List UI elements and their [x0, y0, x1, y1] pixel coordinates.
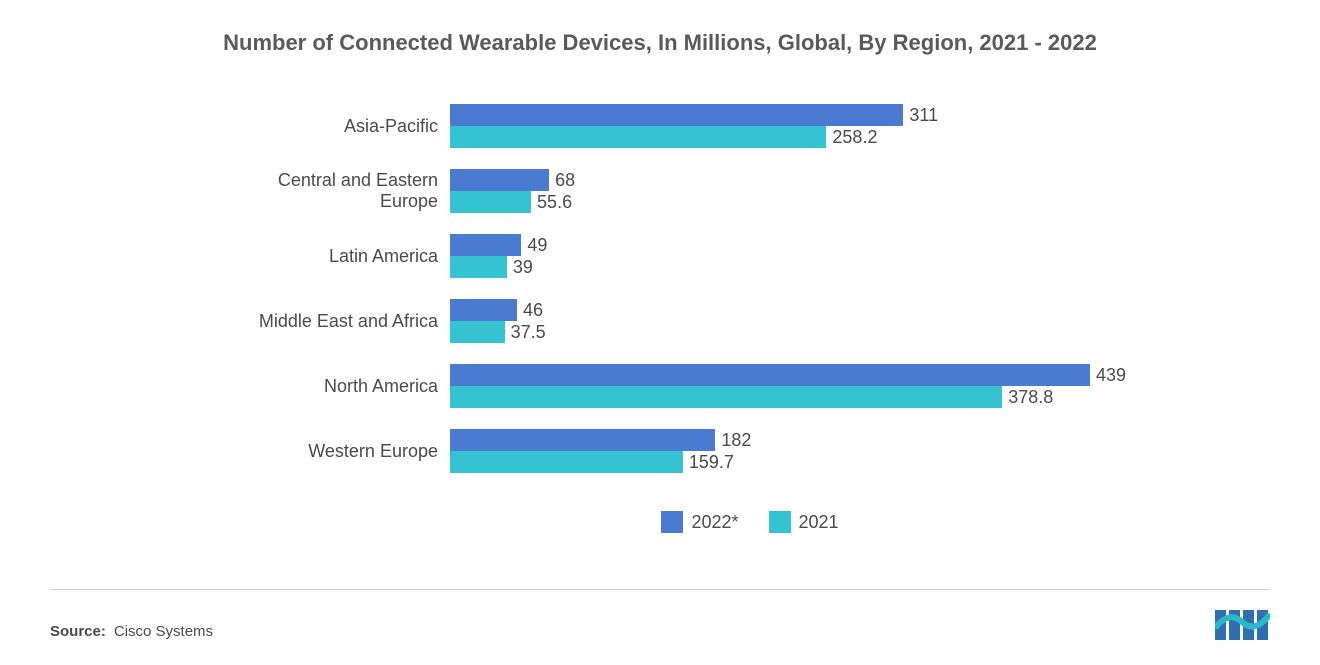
chart-plot-area: Asia-Pacific 311 258.2 Central and Eastern … — [220, 96, 1190, 496]
chart-container: Number of Connected Wearable Devices, In… — [0, 0, 1320, 665]
bar-wrap: 55.6 — [450, 191, 1190, 213]
bar — [450, 364, 1090, 386]
bar-wrap: 182 — [450, 429, 1190, 451]
bar — [450, 451, 683, 473]
bar-value-label: 159.7 — [689, 452, 734, 473]
category-label: Latin America — [220, 246, 450, 267]
category-label: Western Europe — [220, 441, 450, 462]
bar — [450, 234, 521, 256]
legend-label: 2022* — [691, 512, 738, 533]
brand-logo-icon — [1215, 604, 1270, 640]
bar-wrap: 439 — [450, 364, 1190, 386]
source-citation: Source: Cisco Systems — [50, 623, 213, 640]
chart-footer: Source: Cisco Systems — [50, 604, 1270, 640]
bar-wrap: 49 — [450, 234, 1190, 256]
bar-group: 439 378.8 — [450, 356, 1190, 416]
bar-value-label: 378.8 — [1008, 387, 1053, 408]
legend-label: 2021 — [799, 512, 839, 533]
bar-wrap: 311 — [450, 104, 1190, 126]
chart-title: Number of Connected Wearable Devices, In… — [50, 30, 1270, 56]
bar-wrap: 39 — [450, 256, 1190, 278]
source-label: Source: — [50, 623, 106, 640]
bar-wrap: 68 — [450, 169, 1190, 191]
footer-divider — [50, 589, 1270, 590]
bar-wrap: 258.2 — [450, 126, 1190, 148]
chart-row: North America 439 378.8 — [220, 356, 1190, 416]
bar-group: 4637.5 — [450, 291, 1190, 351]
bar — [450, 191, 531, 213]
bar-value-label: 49 — [527, 235, 547, 256]
bar-value-label: 439 — [1096, 365, 1126, 386]
bar-value-label: 258.2 — [832, 127, 877, 148]
bar — [450, 104, 903, 126]
chart-legend: 2022* 2021 — [230, 511, 1270, 533]
bar — [450, 169, 549, 191]
legend-item: 2021 — [769, 511, 839, 533]
bar-value-label: 55.6 — [537, 192, 572, 213]
bar-wrap: 378.8 — [450, 386, 1190, 408]
chart-row: Western Europe182159.7 — [220, 421, 1190, 481]
chart-row: Central and Eastern Europe6855.6 — [220, 161, 1190, 221]
bar-wrap: 46 — [450, 299, 1190, 321]
bar-value-label: 182 — [721, 430, 751, 451]
category-label: Central and Eastern Europe — [220, 170, 450, 212]
chart-row: Middle East and Africa4637.5 — [220, 291, 1190, 351]
bar-group: 6855.6 — [450, 161, 1190, 221]
chart-row: Latin America4939 — [220, 226, 1190, 286]
legend-swatch-icon — [661, 511, 683, 533]
bar — [450, 321, 505, 343]
legend-item: 2022* — [661, 511, 738, 533]
bar — [450, 256, 507, 278]
bar — [450, 126, 826, 148]
bar — [450, 429, 715, 451]
category-label: Middle East and Africa — [220, 311, 450, 332]
bar-value-label: 37.5 — [511, 322, 546, 343]
source-value: Cisco Systems — [114, 623, 213, 640]
chart-row: Asia-Pacific 311 258.2 — [220, 96, 1190, 156]
legend-swatch-icon — [769, 511, 791, 533]
bar-wrap: 159.7 — [450, 451, 1190, 473]
category-label: Asia-Pacific — [220, 116, 450, 137]
bar — [450, 386, 1002, 408]
bar — [450, 299, 517, 321]
category-label: North America — [220, 376, 450, 397]
bar-value-label: 46 — [523, 300, 543, 321]
bar-group: 311 258.2 — [450, 96, 1190, 156]
bar-wrap: 37.5 — [450, 321, 1190, 343]
bar-group: 4939 — [450, 226, 1190, 286]
bar-value-label: 68 — [555, 170, 575, 191]
bar-value-label: 39 — [513, 257, 533, 278]
bar-group: 182159.7 — [450, 421, 1190, 481]
bar-value-label: 311 — [909, 105, 938, 126]
